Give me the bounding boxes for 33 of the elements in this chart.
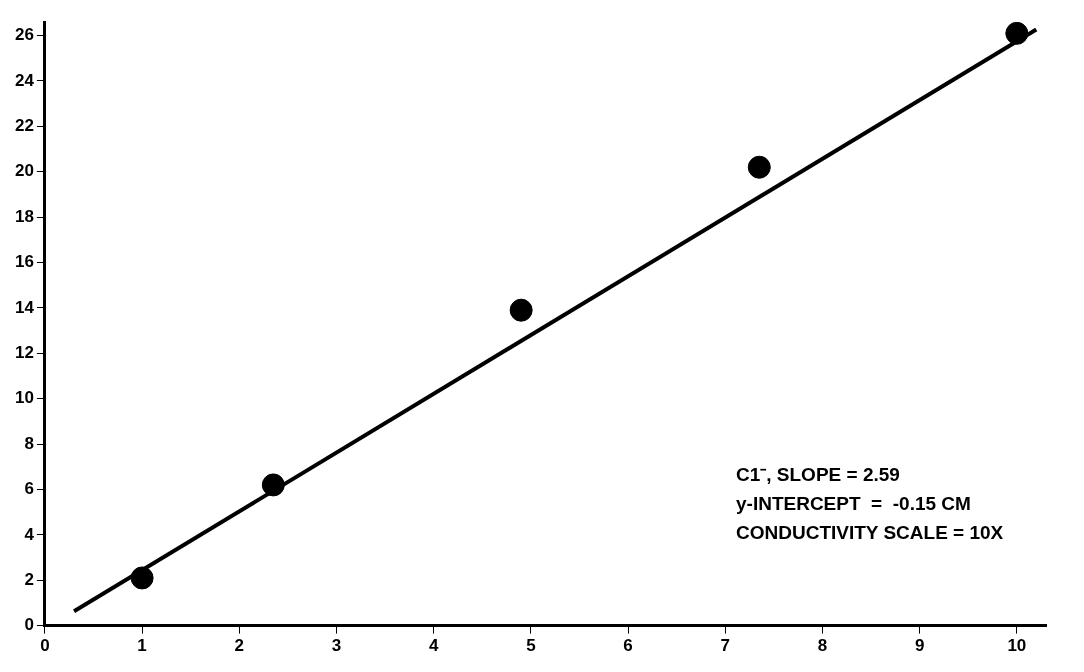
y-tick-label: 8	[24, 433, 34, 453]
x-tick-label: 10	[1007, 636, 1027, 656]
point	[747, 155, 771, 179]
point	[261, 473, 285, 497]
y-tick-label: 26	[14, 25, 34, 45]
x-tick-label: 7	[720, 636, 730, 656]
point	[130, 566, 154, 590]
y-tick-label: 22	[14, 116, 34, 136]
y-tick-label: 2	[24, 569, 34, 589]
y-tick-label: 14	[14, 297, 35, 317]
y-tick-label: 12	[14, 342, 34, 362]
x-tick-label: 2	[234, 636, 245, 656]
x-tick-label: 6	[623, 636, 633, 656]
x-tick-label: 8	[817, 636, 828, 656]
y-tick-label: 4	[24, 524, 35, 544]
x-tick-label: 9	[914, 636, 925, 656]
y-tick-label: 10	[14, 388, 34, 408]
annotation: C1⁻, SLOPE = 2.59	[736, 463, 900, 485]
y-tick-label: 0	[24, 615, 34, 635]
x-tick-label: 3	[331, 636, 342, 656]
y-tick-label: 18	[14, 206, 34, 226]
x-tick-label: 4	[428, 636, 439, 656]
x-tick-label: 0	[40, 636, 50, 656]
point	[509, 298, 533, 322]
y-tick-label: 6	[24, 479, 34, 499]
x-tick-label: 5	[526, 636, 536, 656]
y-tick-label: 24	[14, 70, 35, 90]
y-tick-label: 20	[14, 161, 34, 181]
y-tick-label: 16	[14, 252, 34, 272]
annotation: y-INTERCEPT = -0.15 CM	[736, 492, 971, 514]
point	[1005, 22, 1029, 45]
annotation: CONDUCTIVITY SCALE = 10X	[736, 521, 1004, 543]
x-tick-label: 1	[137, 636, 147, 656]
